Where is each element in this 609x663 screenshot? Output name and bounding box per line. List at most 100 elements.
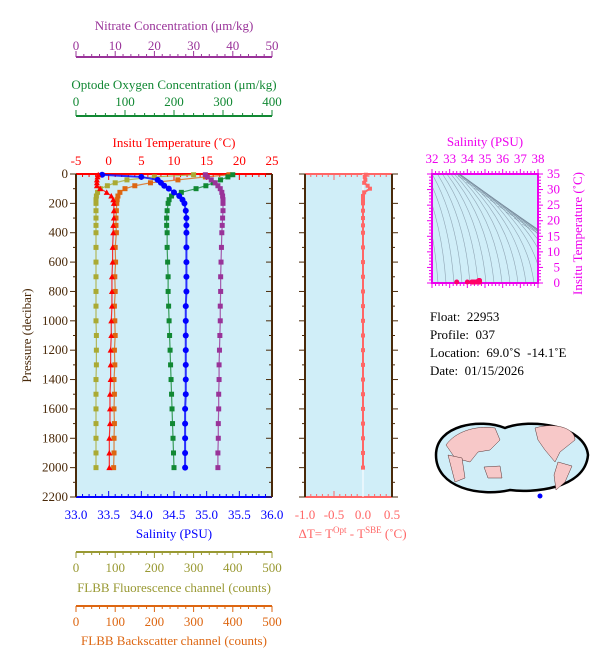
temperature-point	[106, 405, 113, 412]
temperature-point	[110, 229, 117, 236]
temperature-point	[107, 347, 114, 353]
isopycnal-line	[432, 232, 439, 283]
isopycnal-line	[513, 217, 538, 232]
salinity-point	[182, 464, 189, 471]
fluorescence-point	[191, 172, 197, 178]
backscatter-point	[115, 193, 121, 199]
backscatter-point	[111, 377, 117, 383]
nitrate-point	[218, 288, 224, 294]
salinity-point	[171, 189, 177, 196]
delta-t-tick-label: -1.0	[295, 507, 316, 522]
salinity-point	[182, 376, 189, 383]
fluorescence-point	[93, 391, 99, 397]
backscatter-point	[113, 222, 119, 228]
delta-t-top-tick-label: 0.5	[384, 0, 400, 3]
fluorescence-point	[93, 200, 99, 206]
oxygen-point	[165, 274, 171, 280]
nitrate-point	[216, 406, 222, 412]
nitrate-tick-label: 40	[226, 38, 239, 53]
backscatter-point	[111, 435, 117, 441]
salinity-point	[182, 435, 189, 442]
ts-salinity-tick-label: 35	[479, 151, 492, 166]
backscatter-point	[112, 318, 118, 324]
temperature-point	[106, 435, 113, 441]
isopycnal-line	[505, 211, 538, 231]
temperature-point	[107, 376, 114, 383]
nitrate-point	[218, 274, 224, 280]
pressure-tick-label: 1800	[42, 430, 68, 445]
oxygen-point	[169, 193, 175, 199]
fluorescence-point	[112, 180, 118, 186]
oxygen-point	[168, 377, 174, 383]
nitrate-point	[215, 421, 221, 427]
nitrate-point	[218, 259, 224, 265]
nitrate-tick-label: 20	[148, 38, 161, 53]
salinity-point	[183, 288, 190, 295]
salinity-point	[138, 173, 145, 180]
temperature-point	[108, 332, 115, 338]
salinity-tick-label: 34.5	[163, 507, 186, 522]
delta-t-point	[361, 208, 365, 213]
oxygen-point	[225, 174, 231, 180]
temperature-point	[108, 193, 115, 199]
temperature-point	[110, 222, 117, 228]
ts-temperature-tick-label: 30	[547, 182, 560, 197]
fluorescence-point	[93, 222, 99, 228]
oxygen-point	[167, 347, 173, 353]
temperature-tick-label: 15	[200, 153, 213, 168]
backscatter-point	[111, 391, 117, 397]
salinity-tick-label: 35.5	[228, 507, 251, 522]
oxygen-point	[171, 450, 177, 456]
ts-temperature-tick-label: 10	[547, 244, 560, 259]
delta-t-point	[361, 197, 365, 202]
nitrate-point	[220, 197, 226, 203]
location: Location: 69.0˚S -14.1˚E	[430, 345, 567, 360]
oxygen-point	[166, 318, 172, 324]
delta-t-point	[361, 421, 365, 426]
salinity-point	[182, 303, 189, 310]
oxygen-point	[169, 391, 175, 397]
delta-t-point	[362, 174, 367, 179]
salinity-tick-label: 36.0	[261, 507, 284, 522]
isopycnal-line	[432, 174, 463, 283]
delta-t-top-tick-label: -0.5	[324, 0, 345, 3]
oxygen-point	[164, 222, 170, 228]
salinity-point	[182, 449, 189, 456]
nitrate-point	[215, 435, 221, 441]
delta-t-point	[361, 377, 365, 382]
oxygen-point	[193, 186, 199, 192]
ts-salinity-tick-label: 38	[532, 151, 545, 166]
nitrate-point	[220, 215, 226, 221]
isopycnal-line	[458, 174, 519, 283]
delta-t-point	[361, 348, 365, 353]
fluorescence-tick-label: 300	[184, 560, 204, 575]
backscatter-tick-label: 0	[73, 614, 80, 629]
isopycnal-line	[432, 203, 447, 283]
delta-t-point	[361, 304, 365, 309]
nitrate-point	[208, 177, 214, 183]
delta-t-point	[361, 194, 365, 199]
backscatter-point	[114, 200, 120, 206]
backscatter-point	[112, 244, 118, 250]
backscatter-tick-label: 400	[223, 614, 243, 629]
nitrate-point	[217, 303, 223, 309]
ts-temperature-tick-label: 35	[547, 166, 560, 181]
nitrate-point	[220, 193, 226, 199]
delta-t-point	[361, 406, 365, 411]
fluorescence-point	[93, 303, 99, 309]
fluorescence-point	[93, 288, 99, 294]
temperature-tick-label: 10	[168, 153, 181, 168]
ts-plot-area	[431, 173, 539, 284]
fluorescence-point	[93, 197, 99, 203]
temperature-point	[108, 273, 115, 280]
delta-t-point	[361, 230, 365, 235]
nitrate-point	[219, 189, 225, 195]
backscatter-point	[112, 274, 118, 280]
pressure-tick-label: 400	[49, 225, 69, 240]
oxygen-point	[164, 230, 170, 236]
ts-temperature-axis-title: Insitu Temperature (˚C)	[570, 172, 585, 295]
backscatter-axis-title: FLBB Backscatter channel (counts)	[81, 633, 267, 648]
oxygen-point	[165, 288, 171, 294]
delta-t-point	[361, 362, 365, 367]
nitrate-point	[216, 391, 222, 397]
